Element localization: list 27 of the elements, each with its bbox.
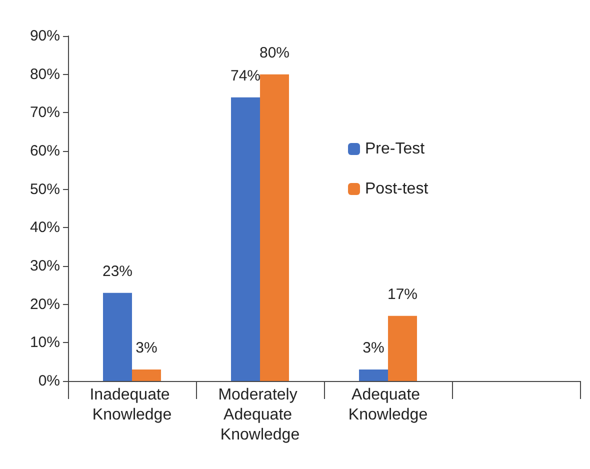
y-tick-label: 90% — [30, 28, 60, 44]
bar — [231, 97, 260, 381]
y-tick-label: 60% — [30, 142, 60, 160]
data-label: 3% — [136, 340, 158, 356]
y-tick-label: 40% — [30, 219, 60, 236]
x-tick-label: Inadequate Knowledge — [90, 386, 174, 424]
x-tick-label: Adequate Knowledge — [348, 386, 428, 424]
y-tick-label: 70% — [30, 104, 60, 122]
data-label: 23% — [102, 262, 133, 280]
bar — [132, 370, 161, 381]
y-tick-label: 20% — [30, 296, 60, 313]
bar — [359, 370, 388, 381]
data-label: 74% — [230, 67, 261, 84]
bar — [388, 316, 417, 381]
bar — [260, 74, 289, 381]
legend-label: Post-test — [365, 180, 429, 198]
data-label: 3% — [362, 340, 384, 356]
y-tick-label: 10% — [30, 334, 60, 352]
y-tick-label: 0% — [38, 372, 60, 390]
bar — [103, 292, 132, 381]
y-tick-label: 80% — [30, 66, 60, 83]
legend-label: Pre-Test — [365, 140, 426, 158]
data-label: 17% — [387, 286, 418, 303]
y-tick-label: 50% — [30, 180, 60, 198]
data-label: 80% — [259, 44, 290, 62]
x-tick-label: Moderately Adequate Knowledge — [218, 386, 302, 444]
y-tick-label: 30% — [30, 258, 60, 274]
